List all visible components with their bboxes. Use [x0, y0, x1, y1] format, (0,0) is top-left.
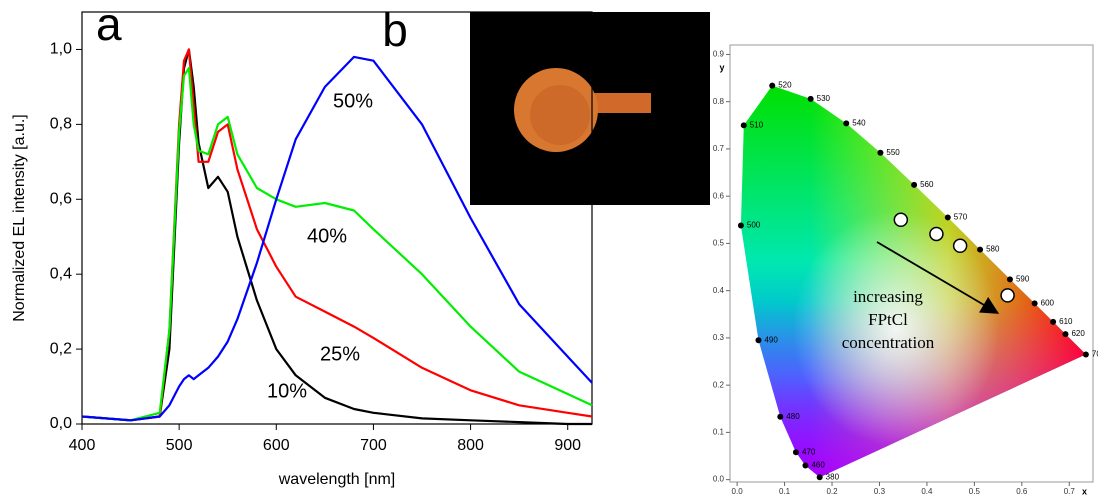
plot-frame	[81, 11, 593, 425]
y-tick-label: 0.8	[713, 97, 725, 106]
locus-point	[740, 122, 747, 129]
y-tick-label: 0.4	[713, 286, 725, 295]
y-tick-label: 0.9	[713, 50, 725, 59]
x-axis-label: wavelength [nm]	[278, 471, 396, 488]
trend-arrow	[876, 241, 1000, 314]
locus-point	[792, 449, 799, 456]
x-tick-label: 0.7	[1064, 487, 1076, 496]
x-axis-label: x	[1082, 486, 1087, 496]
wavelength-label: 460	[811, 461, 825, 470]
wavelength-label: 530	[817, 94, 831, 103]
wavelength-label: 580	[986, 245, 1000, 254]
wavelength-label: 520	[778, 81, 792, 90]
wavelength-label: 600	[1041, 299, 1055, 308]
wavelength-label: 610	[1059, 317, 1073, 326]
sample-point	[893, 212, 909, 228]
locus-point	[816, 474, 823, 481]
wavelength-label: 500	[747, 221, 761, 230]
locus-point	[1031, 300, 1038, 307]
locus-point	[1082, 351, 1089, 358]
locus-point	[977, 246, 984, 253]
wavelength-label: 560	[920, 180, 934, 189]
wavelength-label: 480	[786, 412, 800, 421]
annotation: concentration	[842, 333, 935, 352]
x-tick-label: 900	[554, 437, 581, 454]
y-tick-label: 0,0	[50, 415, 72, 432]
sample-point	[929, 226, 944, 242]
wavelength-label: 700	[1092, 350, 1098, 359]
panel-label: a	[96, 0, 122, 50]
y-tick-label: 0.3	[713, 333, 725, 342]
annotation: increasing	[853, 287, 923, 306]
x-tick-label: 0.6	[1016, 487, 1028, 496]
x-tick-label: 500	[166, 437, 193, 454]
wavelength-label: 540	[852, 119, 866, 128]
wavelength-label: 570	[954, 213, 968, 222]
wavelength-label: 590	[1016, 274, 1030, 283]
locus-point	[843, 120, 850, 127]
locus-point	[807, 95, 814, 102]
annotation: FPtCl	[868, 310, 908, 329]
locus-point	[1006, 276, 1013, 283]
series-label: 10%	[267, 380, 307, 402]
y-tick-label: 0.7	[713, 144, 725, 153]
y-tick-label: 0,4	[50, 265, 72, 282]
y-axis-label: y	[719, 62, 724, 72]
y-tick-label: 0.6	[713, 191, 725, 200]
gamut-area	[740, 85, 1086, 478]
sample-point	[952, 238, 968, 254]
y-tick-label: 0,6	[50, 190, 72, 207]
locus-point	[777, 413, 784, 420]
x-tick-label: 0.3	[874, 487, 886, 496]
sample-point	[1000, 288, 1015, 303]
x-tick-label: 600	[263, 437, 290, 454]
photo-shade	[530, 85, 590, 145]
x-tick-label: 0.2	[826, 487, 838, 496]
x-tick-label: 800	[457, 437, 484, 454]
series-label: 50%	[333, 90, 373, 112]
y-tick-label: 1,0	[50, 41, 72, 58]
panel-b: 0.0 0.1 0.2 0.3 0.4 0.5 0.6 0.7 0.0 0.1 0.2 0.3 0.4 0…	[382, 4, 1098, 496]
wavelength-label: 470	[802, 447, 816, 456]
wavelength-label: 510	[750, 120, 764, 129]
locus-point	[1050, 318, 1057, 325]
y-tick-label: 0.1	[713, 428, 725, 437]
y-tick-label: 0.0	[713, 475, 725, 484]
y-axis-label: Normalized EL intensity [a.u.]	[11, 114, 28, 322]
series-label: 25%	[320, 343, 360, 365]
panel-a: 400 500 600 700 800 900 0,0 0,2 0,4 0,6 0,8 1,0 wave…	[11, 0, 593, 488]
locus-point	[755, 337, 762, 344]
locus-point	[737, 222, 744, 229]
panel-label: b	[382, 4, 408, 56]
wavelength-label: 490	[764, 335, 778, 344]
wavelength-label: 380	[826, 472, 840, 481]
spectrum-line	[81, 67, 593, 422]
y-tick-label: 0,8	[50, 116, 72, 133]
locus-point	[802, 462, 809, 469]
y-tick-label: 0,2	[50, 340, 72, 357]
wavelength-label: 550	[886, 148, 900, 157]
y-tick-label: 0.2	[713, 380, 725, 389]
photo-contact	[588, 93, 651, 113]
locus-point	[769, 82, 776, 89]
x-tick-label: 0.0	[732, 487, 744, 496]
x-tick-label: 0.5	[969, 487, 981, 496]
wavelength-label: 620	[1071, 329, 1085, 338]
spectrum-line	[81, 55, 593, 422]
series-label: 40%	[307, 225, 347, 247]
x-tick-label: 0.4	[921, 487, 933, 496]
locus-point	[877, 149, 884, 156]
x-tick-label: 700	[360, 437, 387, 454]
locus-point	[944, 214, 951, 221]
locus-point	[1062, 331, 1069, 338]
locus-point	[911, 181, 918, 188]
x-tick-label: 0.1	[779, 487, 791, 496]
y-tick-label: 0.5	[713, 239, 725, 248]
x-tick-label: 400	[69, 437, 96, 454]
